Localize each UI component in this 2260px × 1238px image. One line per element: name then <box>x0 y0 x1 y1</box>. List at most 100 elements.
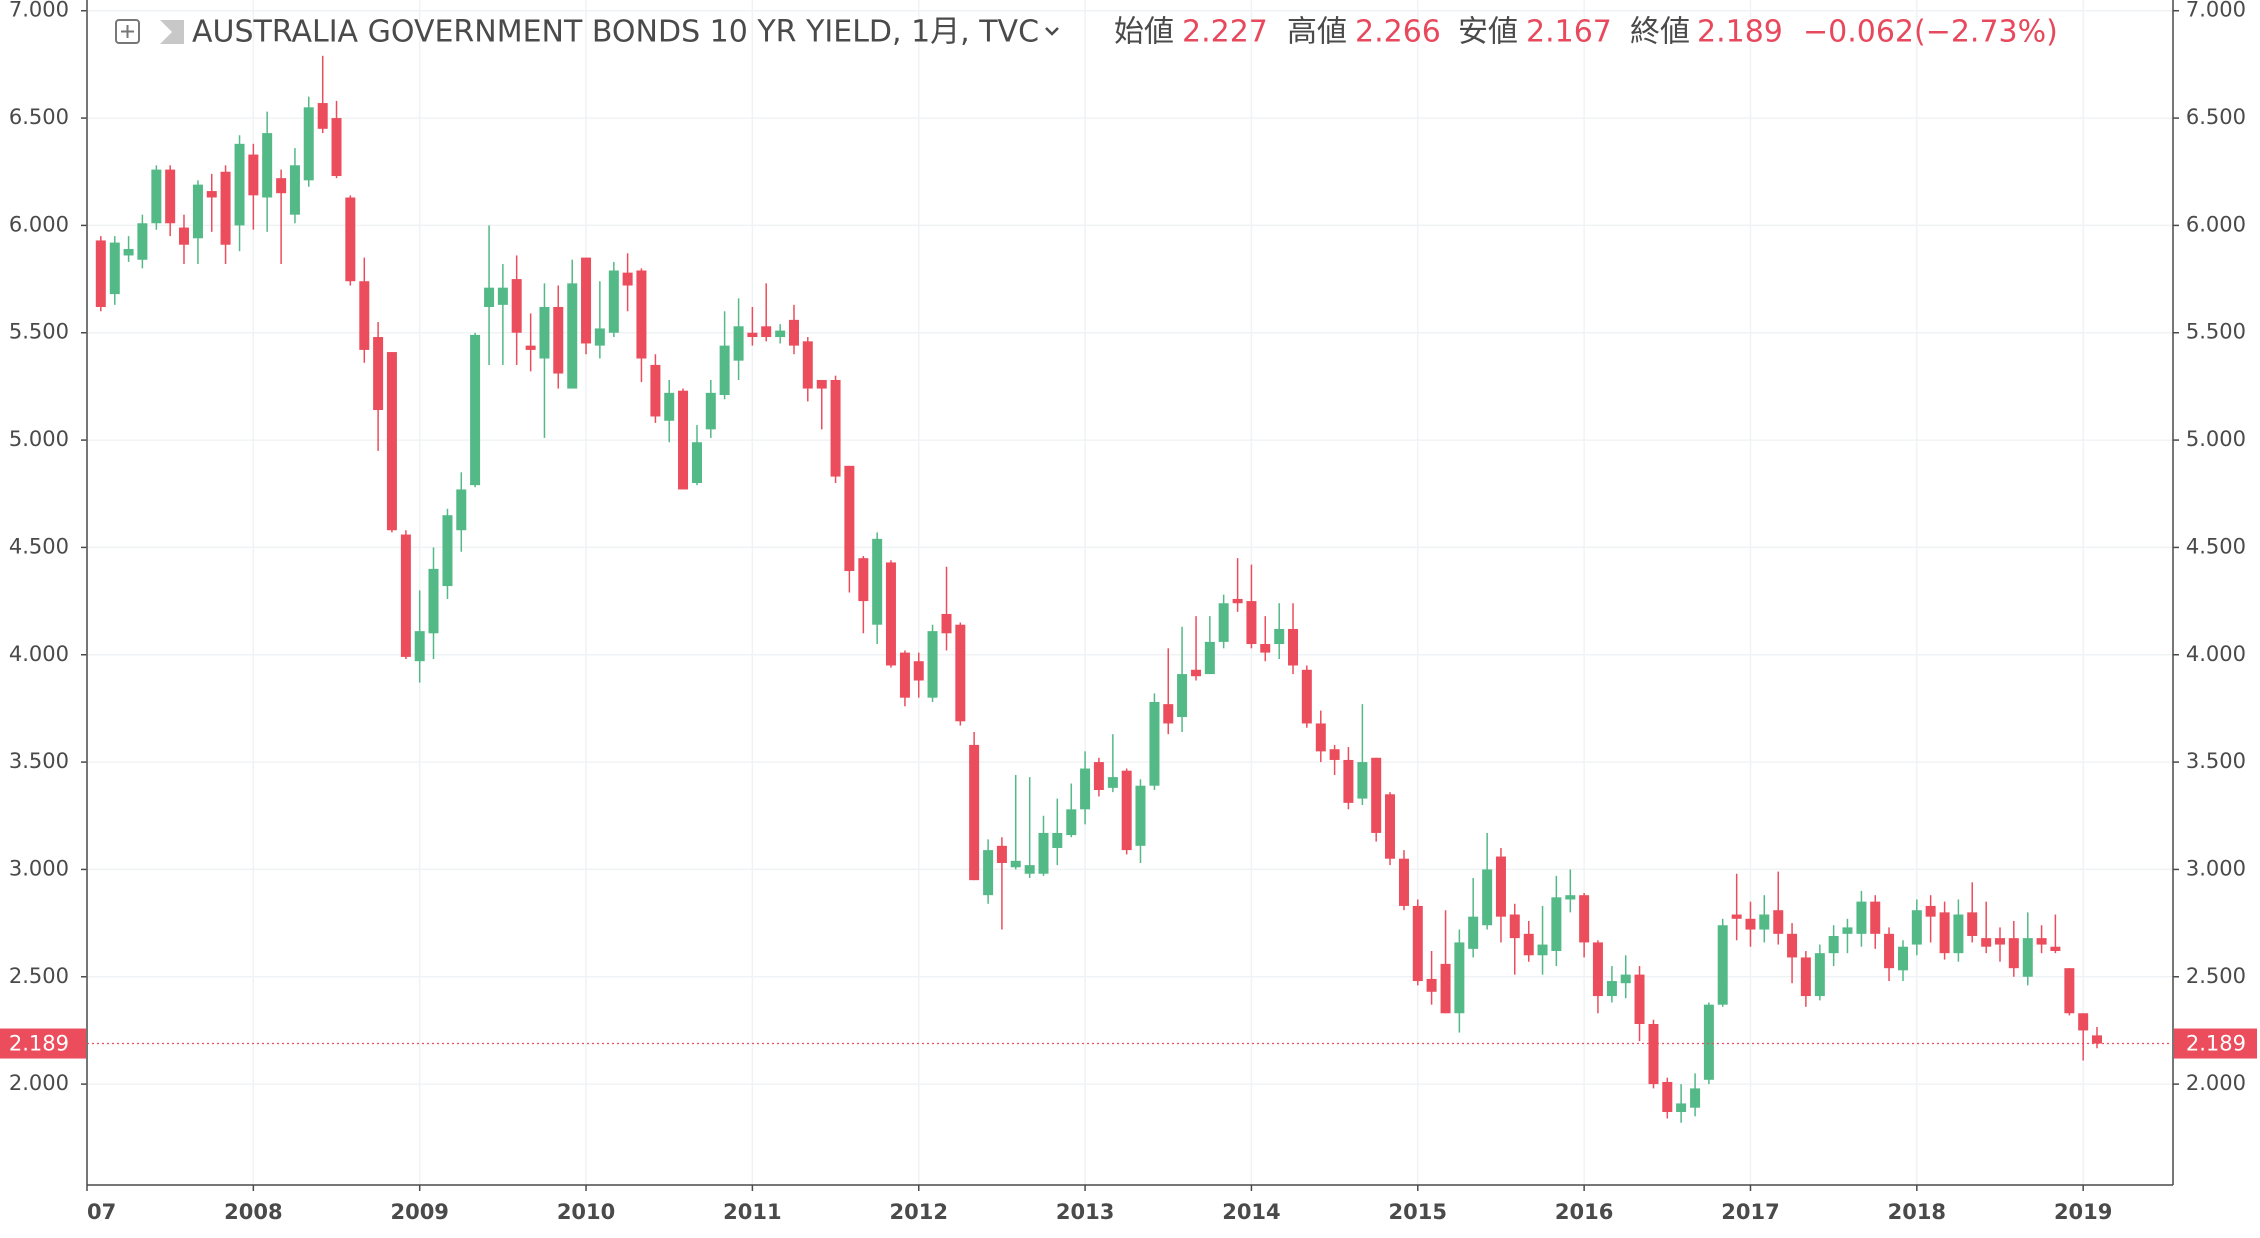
y-tick-label-right: 4.000 <box>2186 642 2246 666</box>
y-tick-label-left: 5.000 <box>9 427 69 451</box>
candle-body <box>1648 1023 1659 1085</box>
candle-body <box>470 334 481 486</box>
candle-body <box>664 392 675 421</box>
candle-body <box>1981 938 1992 947</box>
candle-body <box>442 515 453 587</box>
candle-body <box>456 489 467 531</box>
candle-body <box>816 379 827 389</box>
candle-body <box>872 538 883 625</box>
candle-body <box>1191 669 1202 677</box>
candle-body <box>1703 1004 1714 1080</box>
candle-body <box>400 534 411 657</box>
symbol-chevron[interactable] <box>1045 27 1059 36</box>
low-label: 安値 <box>1458 15 1518 50</box>
candle-body <box>1357 762 1368 799</box>
x-tick-label: 2018 <box>1888 1200 1946 1224</box>
candle-body <box>747 332 758 338</box>
candle-body <box>1606 981 1617 997</box>
add-icon[interactable] <box>115 19 140 44</box>
candle-body <box>983 850 994 896</box>
candle-body <box>1620 974 1631 984</box>
last-price-box-left <box>0 1028 86 1059</box>
candle-body <box>1842 927 1853 934</box>
candle-body <box>1149 701 1160 786</box>
open-value: 2.227 <box>1182 15 1268 50</box>
y-tick-label-right: 7.000 <box>2186 0 2246 22</box>
candle-body <box>885 562 896 666</box>
y-tick-label-left: 2.000 <box>9 1071 69 1095</box>
y-tick-label-left: 3.000 <box>9 856 69 880</box>
candle-body <box>1745 918 1756 930</box>
candle-body <box>1440 963 1451 1014</box>
y-tick-label-right: 2.000 <box>2186 1071 2246 1095</box>
candle-body <box>1828 935 1839 954</box>
y-tick-label-right: 3.500 <box>2186 749 2246 773</box>
y-tick-label-right: 2.500 <box>2186 964 2246 988</box>
candle-body <box>1690 1088 1701 1108</box>
candle-body <box>303 107 314 181</box>
candle-body <box>511 279 522 333</box>
candle-body <box>1426 978 1437 992</box>
candle-body <box>913 661 924 681</box>
candle-body <box>608 270 619 333</box>
candle-body <box>1482 869 1493 926</box>
symbol-title[interactable]: AUSTRALIA GOVERNMENT BONDS 10 YR YIELD, … <box>192 15 1039 50</box>
candle-body <box>1288 628 1299 666</box>
candle-body <box>428 568 439 634</box>
candle-body <box>1953 914 1964 954</box>
candle-body <box>206 191 217 198</box>
candle-body <box>955 624 966 722</box>
x-tick-label: 2008 <box>224 1200 282 1224</box>
candle-body <box>178 227 189 245</box>
candle-body <box>1135 785 1146 846</box>
candle-body <box>1177 674 1188 718</box>
candle-body <box>1024 865 1035 874</box>
candle-body <box>1939 912 1950 954</box>
header: AUSTRALIA GOVERNMENT BONDS 10 YR YIELD, … <box>115 15 2058 50</box>
candle-body <box>276 178 287 194</box>
candle-body <box>1537 944 1548 956</box>
candle-body <box>1315 723 1326 752</box>
low-value: 2.167 <box>1526 15 1612 50</box>
candle-body <box>899 652 910 698</box>
x-tick-label: 2010 <box>557 1200 615 1224</box>
candle-body <box>1925 905 1936 917</box>
candle-body <box>2078 1013 2089 1031</box>
x-tick-label: 2012 <box>890 1200 948 1224</box>
candle-body <box>1634 974 1645 1024</box>
candle-body <box>650 364 661 417</box>
candle-body <box>1967 912 1978 936</box>
candle-body <box>830 379 841 477</box>
candle-body <box>1204 641 1215 675</box>
x-tick-label: 2014 <box>1222 1200 1280 1224</box>
flag-icon <box>160 20 184 44</box>
candle-body <box>1301 669 1312 724</box>
candle-body <box>2050 946 2061 952</box>
candle-body <box>678 390 689 490</box>
candle-body <box>1274 628 1285 645</box>
candle-body <box>581 257 592 344</box>
last-price-label-left: 2.189 <box>9 1032 69 1056</box>
y-tick-label-right: 6.000 <box>2186 212 2246 236</box>
candle-body <box>1870 901 1881 934</box>
candle-body <box>594 328 605 346</box>
grid: 2.000 2.000 2.500 2.500 3.000 3.000 3.500 3.500… <box>9 0 2246 1224</box>
candle-body <box>95 240 106 307</box>
candle-body <box>1911 910 1922 945</box>
candle-body <box>137 223 148 260</box>
candle-body <box>1800 957 1811 997</box>
candle-body <box>359 281 370 350</box>
candle-body <box>248 154 259 196</box>
x-tick-label: 2016 <box>1555 1200 1613 1224</box>
candle-body <box>2091 1035 2102 1044</box>
candle-body <box>1398 858 1409 906</box>
candle-body <box>858 558 869 602</box>
candle-body <box>1454 942 1465 1014</box>
candle-body <box>802 341 813 389</box>
candle-body <box>1121 770 1132 851</box>
candle-body <box>289 165 300 215</box>
x-tick-label: 2019 <box>2054 1200 2112 1224</box>
candle-body <box>1218 603 1229 642</box>
